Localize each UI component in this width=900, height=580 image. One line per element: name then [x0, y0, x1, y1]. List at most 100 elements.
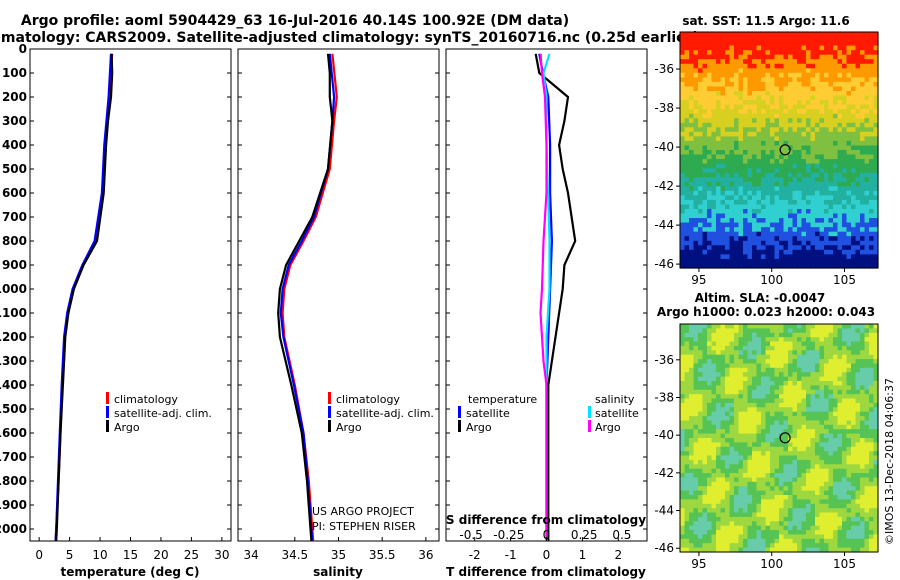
heatmap-cell — [779, 381, 785, 386]
heatmap-cell — [864, 433, 870, 439]
heatmap-cell — [873, 429, 879, 435]
heatmap-cell — [819, 332, 825, 338]
heatmap-cell — [788, 438, 794, 443]
heatmap-cell — [698, 376, 704, 382]
heatmap-cell — [774, 385, 780, 391]
heatmap-cell — [689, 547, 695, 553]
heatmap-cell — [873, 473, 879, 479]
heatmap-cell — [680, 41, 686, 47]
heatmap-cell — [747, 131, 753, 137]
heatmap-cell — [797, 209, 803, 215]
heatmap-cell — [752, 59, 758, 65]
heatmap-cell — [747, 481, 753, 487]
heatmap-cell — [860, 512, 866, 518]
heatmap-cell — [752, 240, 758, 246]
heatmap-cell — [873, 204, 879, 210]
heatmap-cell — [806, 446, 812, 452]
heatmap-cell — [828, 86, 834, 92]
heatmap-cell — [824, 81, 830, 87]
heatmap-cell — [819, 411, 825, 417]
heatmap-cell — [864, 190, 870, 196]
heatmap-cell — [846, 145, 852, 151]
heatmap-cell — [860, 127, 866, 133]
heatmap-cell — [792, 249, 798, 255]
heatmap-cell — [815, 420, 821, 426]
heatmap-cell — [801, 424, 807, 430]
heatmap-cell — [819, 354, 825, 360]
x-tick-label: 36 — [418, 548, 433, 562]
heatmap-cell — [833, 416, 839, 422]
heatmap-cell — [689, 324, 695, 329]
heatmap-cell — [729, 145, 735, 151]
heatmap-cell — [693, 424, 699, 430]
heatmap-cell — [797, 140, 803, 146]
heatmap-cell — [783, 416, 789, 422]
heatmap-cell — [770, 172, 776, 178]
heatmap-cell — [743, 543, 749, 549]
heatmap-cell — [815, 402, 821, 408]
heatmap-cell — [810, 186, 816, 192]
heatmap-cell — [819, 41, 825, 47]
heatmap-cell — [756, 508, 762, 514]
sst-heatmap — [680, 32, 879, 269]
heatmap-cell — [873, 227, 879, 233]
heatmap-cell — [806, 538, 812, 544]
heatmap-cell — [819, 100, 825, 106]
heatmap-cell — [702, 455, 708, 461]
heatmap-cell — [698, 186, 704, 192]
heatmap-cell — [860, 218, 866, 224]
heatmap-cell — [824, 218, 830, 224]
heatmap-cell — [842, 190, 848, 196]
heatmap-cell — [693, 490, 699, 496]
heatmap-cell — [761, 459, 767, 465]
heatmap-cell — [680, 136, 686, 142]
heatmap-cell — [806, 359, 812, 365]
heatmap-cell — [707, 345, 713, 351]
heatmap-cell — [743, 104, 749, 110]
heatmap-cell — [797, 345, 803, 351]
heatmap-cell — [684, 350, 690, 356]
heatmap-cell — [761, 411, 767, 417]
legend-label-s-satellite: satellite — [595, 407, 639, 420]
heatmap-cell — [725, 45, 731, 51]
heatmap-cell — [743, 77, 749, 83]
heatmap-cell — [756, 503, 762, 509]
heatmap-cell — [819, 350, 825, 356]
heatmap-cell — [747, 240, 753, 246]
heatmap-cell — [797, 68, 803, 74]
heatmap-cell — [738, 140, 744, 146]
heatmap-cell — [828, 63, 834, 69]
heatmap-cell — [788, 547, 794, 553]
heatmap-cell — [819, 490, 825, 496]
heatmap-cell — [797, 168, 803, 174]
heatmap-cell — [738, 499, 744, 505]
heatmap-cell — [824, 438, 830, 443]
heatmap-cell — [788, 359, 794, 365]
heatmap-cell — [819, 451, 825, 457]
heatmap-cell — [707, 127, 713, 133]
heatmap-cell — [788, 168, 794, 174]
heatmap-cell — [806, 534, 812, 540]
heatmap-cell — [873, 345, 879, 351]
heatmap-cell — [725, 324, 731, 329]
salinity-legend: climatology satellite-adj. clim. Argo — [328, 392, 434, 434]
heatmap-cell — [770, 332, 776, 338]
heatmap-cell — [680, 131, 686, 137]
heatmap-cell — [774, 438, 780, 443]
heatmap-cell — [851, 438, 857, 443]
heatmap-cell — [698, 486, 704, 492]
heatmap-cell — [743, 195, 749, 201]
heatmap-cell — [689, 172, 695, 178]
heatmap-cell — [743, 213, 749, 219]
heatmap-cell — [725, 420, 731, 426]
heatmap-cell — [792, 530, 798, 536]
heatmap-cell — [824, 442, 830, 448]
heatmap-cell — [846, 420, 852, 426]
heatmap-cell — [680, 122, 686, 128]
heatmap-cell — [783, 341, 789, 347]
heatmap-cell — [833, 508, 839, 514]
heatmap-cell — [819, 385, 825, 391]
heatmap-cell — [842, 168, 848, 174]
depth-tick-label: 900 — [2, 258, 27, 272]
heatmap-cell — [770, 209, 776, 215]
